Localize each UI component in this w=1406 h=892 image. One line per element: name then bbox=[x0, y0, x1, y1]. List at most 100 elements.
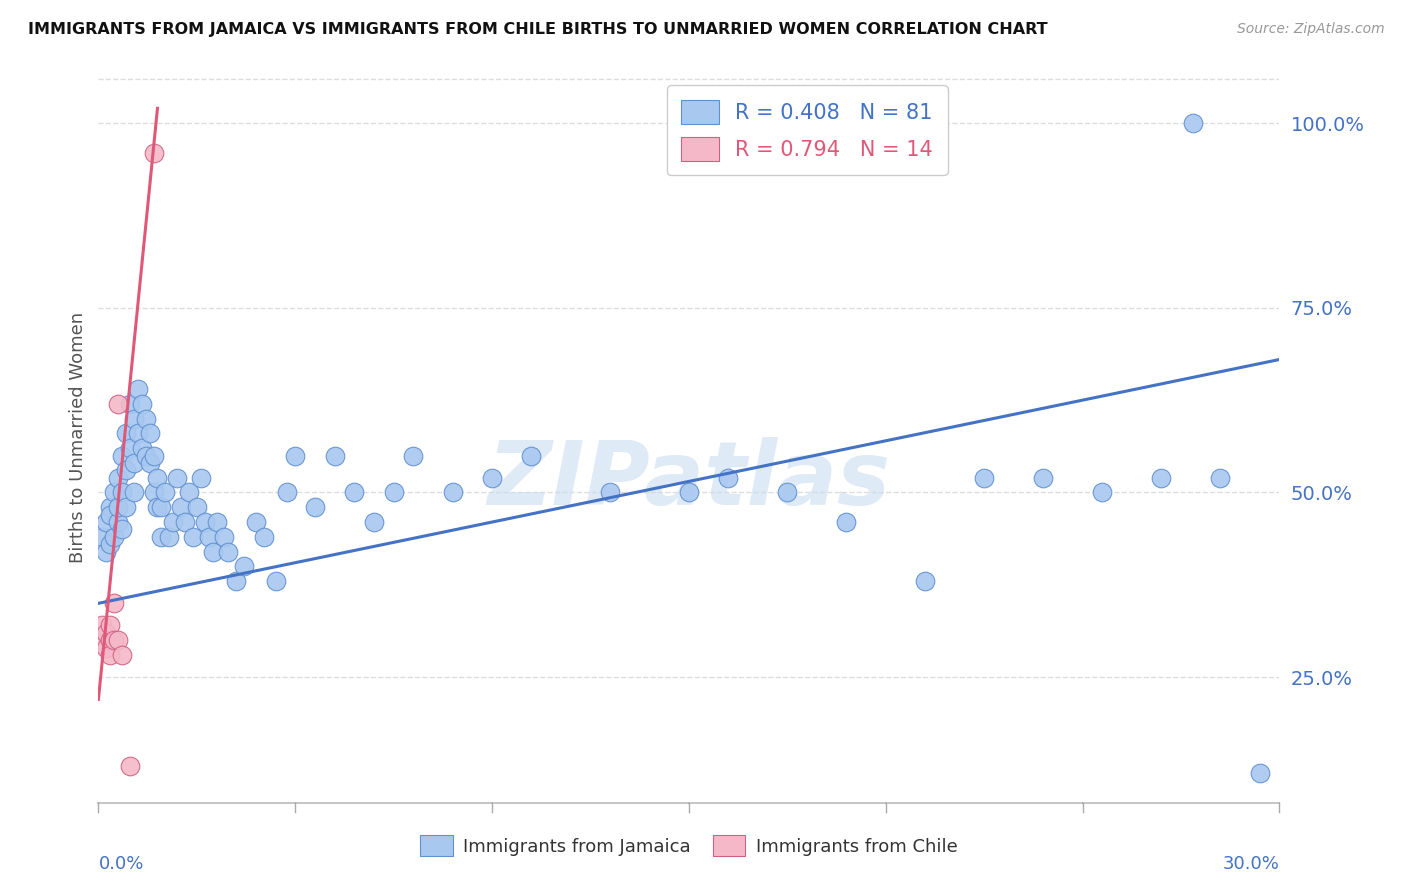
Point bbox=[776, 485, 799, 500]
Point bbox=[323, 449, 346, 463]
Point bbox=[481, 471, 503, 485]
Point bbox=[142, 485, 165, 500]
Text: 30.0%: 30.0% bbox=[1223, 855, 1279, 872]
Point bbox=[170, 500, 193, 515]
Point bbox=[264, 574, 287, 589]
Point bbox=[115, 426, 138, 441]
Text: ZIPatlas: ZIPatlas bbox=[488, 437, 890, 524]
Point bbox=[201, 544, 224, 558]
Point bbox=[103, 633, 125, 648]
Point bbox=[1032, 471, 1054, 485]
Point bbox=[157, 530, 180, 544]
Point bbox=[96, 544, 118, 558]
Point bbox=[177, 485, 200, 500]
Point bbox=[107, 633, 129, 648]
Point bbox=[973, 471, 995, 485]
Legend: Immigrants from Jamaica, Immigrants from Chile: Immigrants from Jamaica, Immigrants from… bbox=[413, 828, 965, 863]
Point bbox=[1091, 485, 1114, 500]
Point bbox=[382, 485, 405, 500]
Point bbox=[98, 537, 121, 551]
Point bbox=[914, 574, 936, 589]
Point bbox=[111, 485, 134, 500]
Point bbox=[103, 485, 125, 500]
Point bbox=[197, 530, 219, 544]
Point bbox=[1249, 766, 1271, 780]
Point bbox=[96, 640, 118, 655]
Point bbox=[138, 456, 160, 470]
Point bbox=[363, 515, 385, 529]
Point bbox=[217, 544, 239, 558]
Point bbox=[131, 441, 153, 455]
Point bbox=[678, 485, 700, 500]
Point bbox=[135, 449, 157, 463]
Point bbox=[166, 471, 188, 485]
Point bbox=[181, 530, 204, 544]
Point bbox=[96, 515, 118, 529]
Point bbox=[343, 485, 366, 500]
Point bbox=[835, 515, 858, 529]
Point bbox=[276, 485, 298, 500]
Point bbox=[131, 397, 153, 411]
Point bbox=[107, 500, 129, 515]
Point bbox=[162, 515, 184, 529]
Point bbox=[253, 530, 276, 544]
Point bbox=[111, 449, 134, 463]
Point bbox=[91, 633, 114, 648]
Point bbox=[225, 574, 247, 589]
Point bbox=[118, 759, 141, 773]
Point bbox=[103, 596, 125, 610]
Point bbox=[91, 530, 114, 544]
Point bbox=[107, 471, 129, 485]
Point bbox=[138, 426, 160, 441]
Point bbox=[1209, 471, 1232, 485]
Point bbox=[599, 485, 621, 500]
Point bbox=[111, 523, 134, 537]
Point bbox=[1150, 471, 1173, 485]
Point bbox=[107, 515, 129, 529]
Point bbox=[122, 485, 145, 500]
Point bbox=[717, 471, 740, 485]
Point bbox=[98, 618, 121, 632]
Point bbox=[155, 485, 177, 500]
Point bbox=[107, 397, 129, 411]
Point bbox=[304, 500, 326, 515]
Point bbox=[214, 530, 236, 544]
Point bbox=[284, 449, 307, 463]
Point bbox=[520, 449, 543, 463]
Text: IMMIGRANTS FROM JAMAICA VS IMMIGRANTS FROM CHILE BIRTHS TO UNMARRIED WOMEN CORRE: IMMIGRANTS FROM JAMAICA VS IMMIGRANTS FR… bbox=[28, 22, 1047, 37]
Point bbox=[98, 633, 121, 648]
Point bbox=[146, 471, 169, 485]
Point bbox=[142, 449, 165, 463]
Point bbox=[127, 382, 149, 396]
Point bbox=[174, 515, 197, 529]
Point bbox=[96, 625, 118, 640]
Point bbox=[127, 426, 149, 441]
Point bbox=[194, 515, 217, 529]
Point bbox=[233, 559, 256, 574]
Point bbox=[402, 449, 425, 463]
Point bbox=[150, 530, 173, 544]
Point bbox=[186, 500, 208, 515]
Point bbox=[190, 471, 212, 485]
Point bbox=[98, 508, 121, 522]
Point bbox=[146, 500, 169, 515]
Point bbox=[118, 397, 141, 411]
Point bbox=[115, 500, 138, 515]
Point bbox=[103, 530, 125, 544]
Point bbox=[1181, 116, 1204, 130]
Point bbox=[98, 648, 121, 662]
Text: 0.0%: 0.0% bbox=[98, 855, 143, 872]
Point bbox=[245, 515, 267, 529]
Point bbox=[122, 456, 145, 470]
Y-axis label: Births to Unmarried Women: Births to Unmarried Women bbox=[69, 311, 87, 563]
Text: Source: ZipAtlas.com: Source: ZipAtlas.com bbox=[1237, 22, 1385, 37]
Point bbox=[118, 441, 141, 455]
Point bbox=[205, 515, 228, 529]
Point bbox=[115, 463, 138, 477]
Point bbox=[91, 618, 114, 632]
Point bbox=[122, 411, 145, 425]
Point bbox=[135, 411, 157, 425]
Point bbox=[142, 145, 165, 160]
Point bbox=[441, 485, 464, 500]
Point bbox=[150, 500, 173, 515]
